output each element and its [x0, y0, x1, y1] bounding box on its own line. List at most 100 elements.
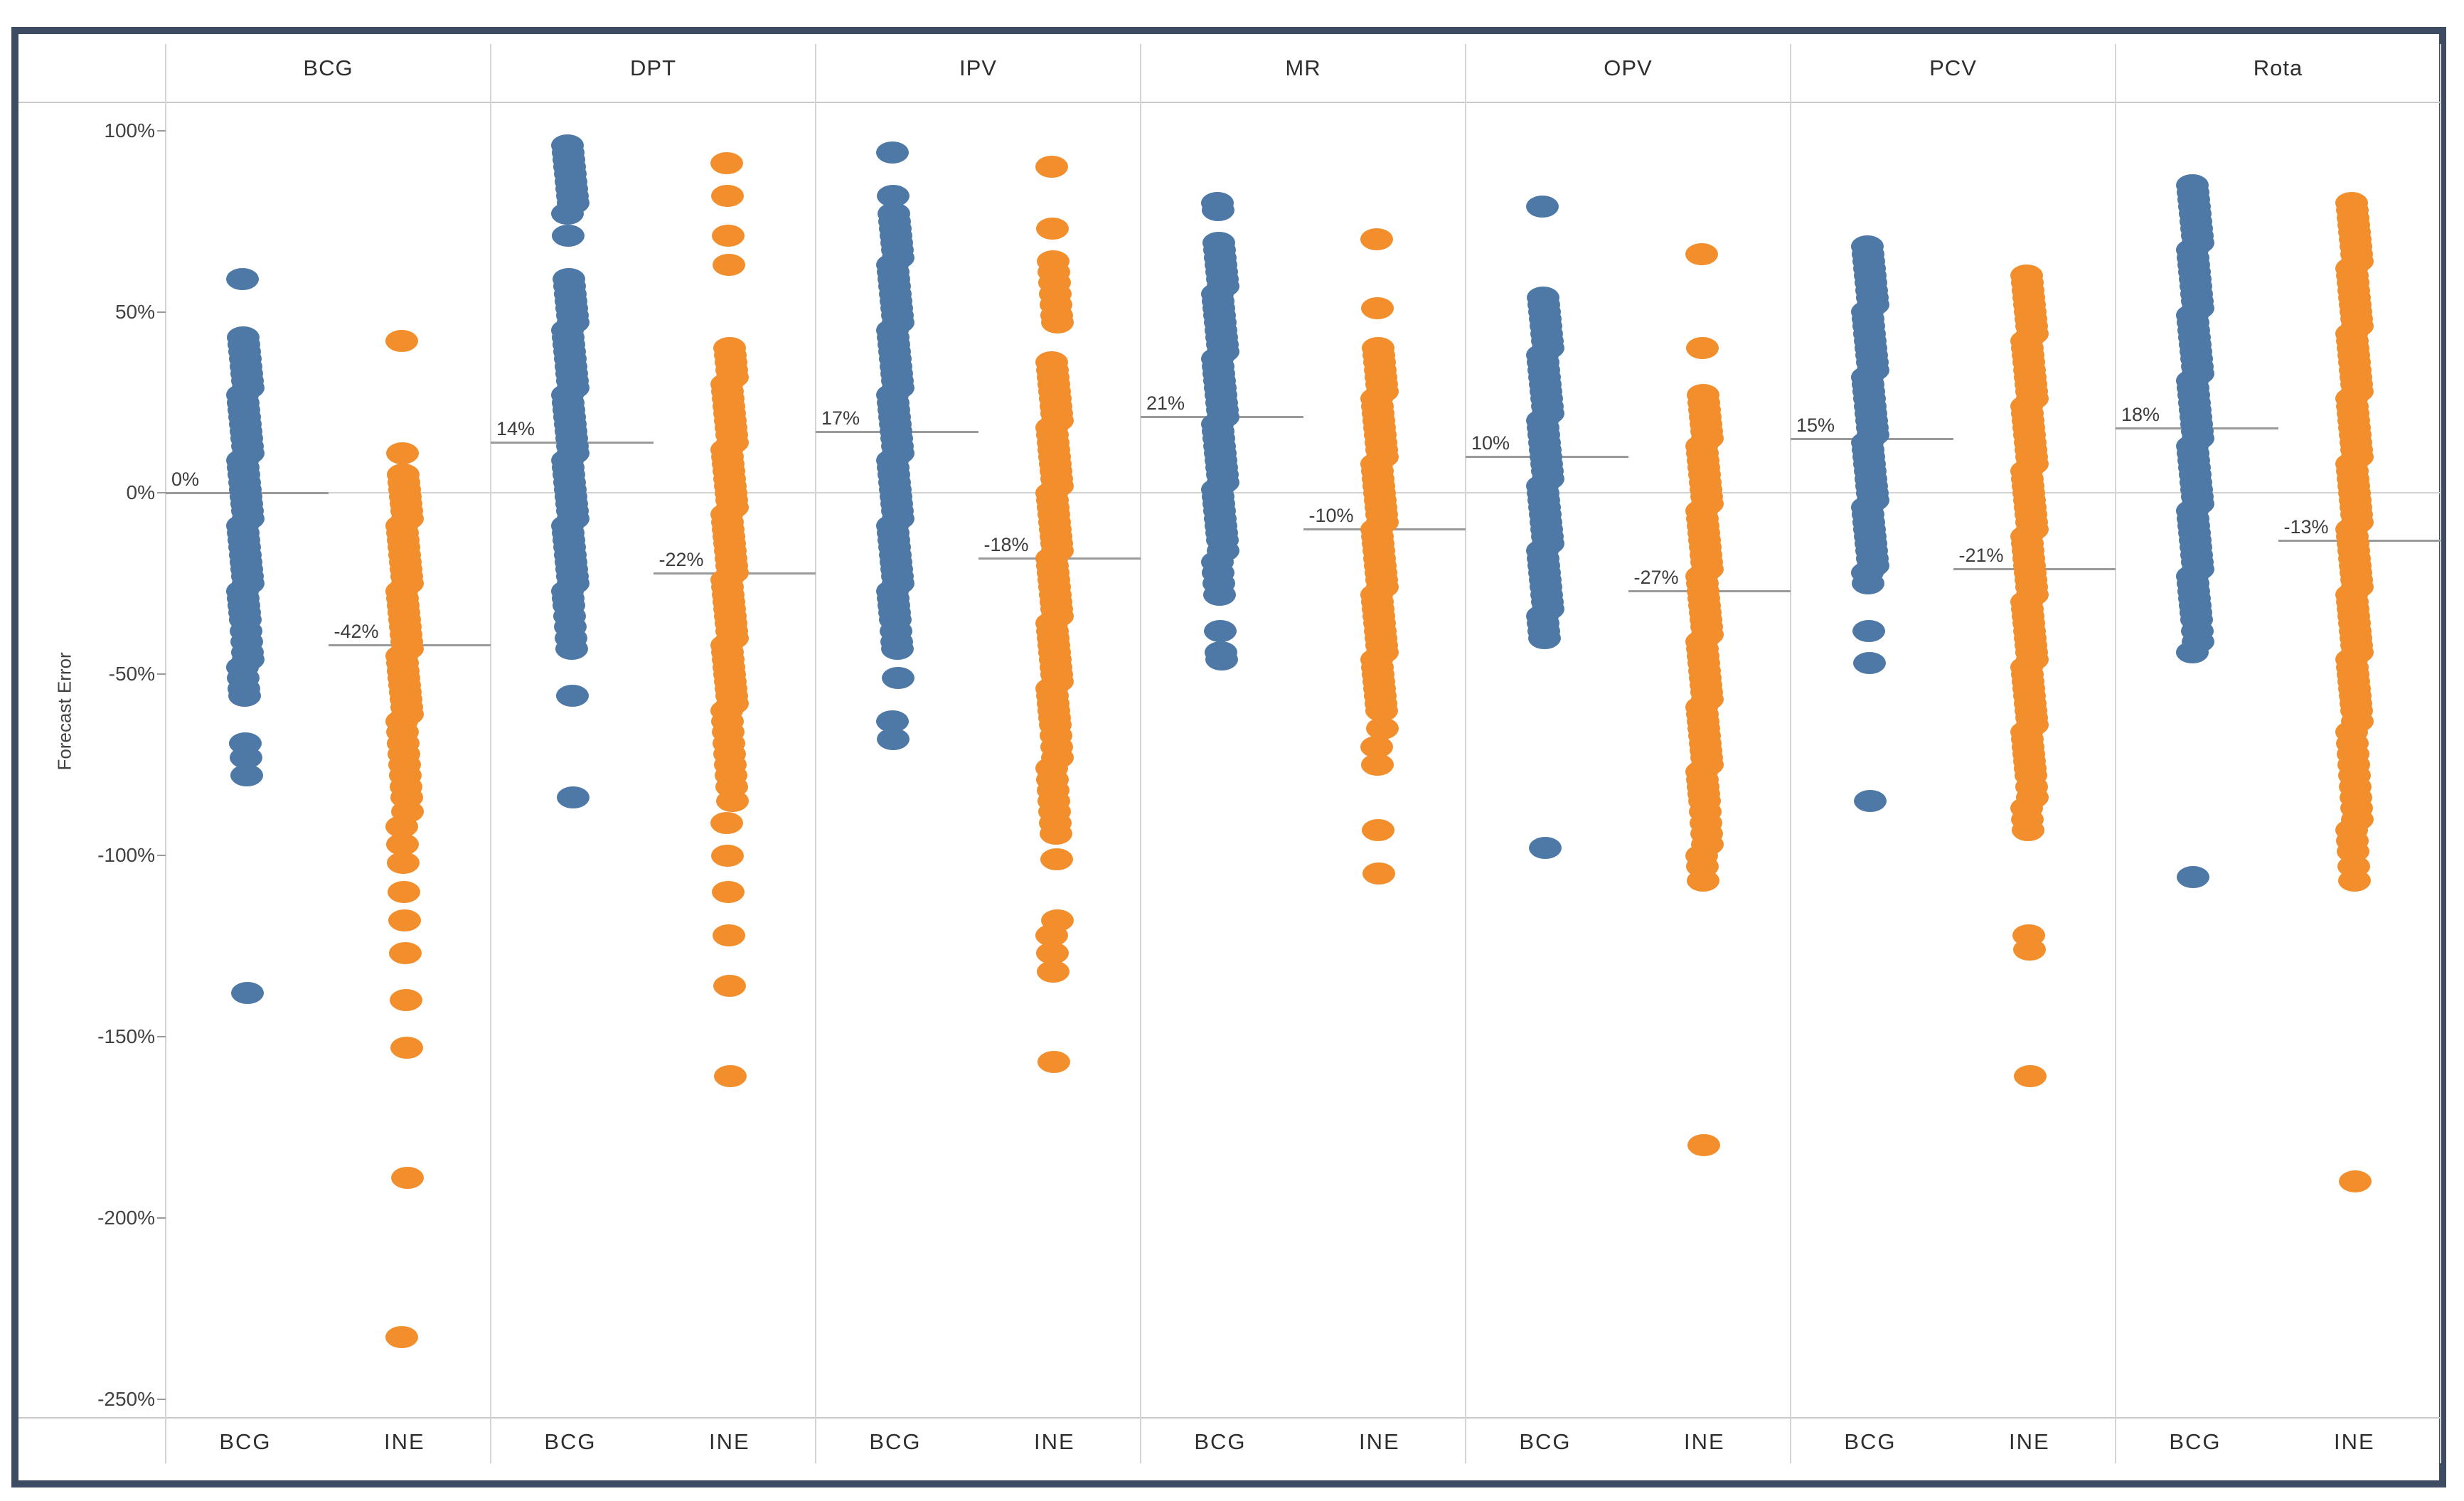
panel-separator: [490, 44, 491, 1463]
mean-reference-label: 15%: [1796, 414, 1835, 436]
data-point[interactable]: [1362, 862, 1395, 885]
data-point[interactable]: [1687, 1134, 1720, 1157]
x-axis-label-ine: INE: [1684, 1429, 1725, 1454]
data-point[interactable]: [385, 442, 419, 464]
data-point[interactable]: [710, 152, 743, 175]
data-point[interactable]: [712, 253, 745, 276]
data-point[interactable]: [1202, 583, 1236, 606]
data-point[interactable]: [2013, 1065, 2047, 1088]
data-point[interactable]: [1035, 217, 1069, 240]
data-point[interactable]: [880, 638, 914, 661]
data-point[interactable]: [875, 141, 909, 164]
data-point[interactable]: [550, 203, 584, 225]
data-point[interactable]: [1040, 848, 1073, 870]
panel-header-mr: MR: [1285, 55, 1321, 80]
data-point[interactable]: [1035, 156, 1068, 178]
panel-header-dpt: DPT: [630, 55, 676, 80]
data-point[interactable]: [388, 942, 422, 965]
data-point[interactable]: [713, 1065, 747, 1088]
data-point[interactable]: [230, 764, 263, 787]
data-point[interactable]: [228, 685, 261, 707]
data-point[interactable]: [1527, 626, 1561, 649]
data-point[interactable]: [2011, 818, 2044, 841]
data-point[interactable]: [1039, 822, 1072, 845]
data-point[interactable]: [1852, 619, 1885, 642]
data-point[interactable]: [556, 786, 590, 808]
data-point[interactable]: [1036, 960, 1070, 983]
panel-header-ipv: IPV: [959, 55, 997, 80]
y-tick-mark: [157, 673, 166, 675]
data-point[interactable]: [390, 1036, 423, 1059]
zero-gridline: [166, 492, 2441, 494]
x-axis-line: [18, 1417, 2441, 1419]
data-point[interactable]: [1037, 1051, 1070, 1074]
data-point[interactable]: [1201, 199, 1234, 222]
data-point[interactable]: [1360, 228, 1393, 251]
data-point[interactable]: [1685, 337, 1719, 360]
mean-reference-label: 21%: [1146, 392, 1185, 415]
data-point[interactable]: [2176, 866, 2209, 889]
data-point[interactable]: [711, 880, 745, 903]
y-tick-label: 100%: [104, 119, 155, 141]
mean-reference-label: -10%: [1308, 505, 1354, 527]
y-tick-label: 0%: [126, 481, 155, 504]
x-axis-label-bcg: BCG: [1844, 1429, 1897, 1454]
data-point[interactable]: [388, 909, 421, 932]
data-point[interactable]: [230, 982, 264, 1005]
y-tick-mark: [157, 1217, 166, 1219]
data-point[interactable]: [1361, 818, 1394, 841]
data-point[interactable]: [881, 666, 914, 689]
data-point[interactable]: [1852, 652, 1886, 675]
data-point[interactable]: [710, 844, 744, 867]
x-axis-label-ine: INE: [384, 1429, 425, 1454]
data-point[interactable]: [389, 989, 422, 1012]
data-point[interactable]: [390, 1167, 424, 1190]
data-point[interactable]: [1360, 297, 1394, 319]
data-point[interactable]: [1525, 196, 1559, 218]
data-point[interactable]: [551, 225, 585, 247]
y-tick-label: 50%: [114, 300, 155, 323]
data-point[interactable]: [712, 924, 745, 946]
x-axis-label-bcg: BCG: [544, 1429, 597, 1454]
mean-reference-label: -42%: [334, 621, 379, 643]
data-point[interactable]: [1360, 754, 1394, 776]
data-point[interactable]: [2338, 1170, 2372, 1193]
data-point[interactable]: [386, 851, 420, 874]
data-point[interactable]: [710, 811, 743, 834]
data-point[interactable]: [715, 790, 749, 813]
data-point[interactable]: [876, 728, 910, 751]
y-tick-mark: [157, 492, 166, 494]
data-point[interactable]: [385, 329, 418, 352]
x-axis-label-ine: INE: [2009, 1429, 2050, 1454]
data-point[interactable]: [1040, 311, 1074, 334]
data-point[interactable]: [385, 1326, 418, 1349]
data-point[interactable]: [1686, 870, 1719, 892]
panel-separator: [1790, 44, 1791, 1463]
data-point[interactable]: [1205, 648, 1238, 671]
data-point[interactable]: [1685, 242, 1718, 265]
data-point[interactable]: [1851, 572, 1884, 595]
x-axis-label-bcg: BCG: [1519, 1429, 1572, 1454]
data-point[interactable]: [1853, 790, 1887, 813]
data-point[interactable]: [2175, 641, 2209, 664]
data-point[interactable]: [710, 185, 744, 207]
mean-reference-label: 10%: [1471, 432, 1510, 454]
data-point[interactable]: [555, 685, 589, 707]
data-point[interactable]: [1528, 837, 1562, 860]
y-tick-mark: [157, 1398, 166, 1400]
data-point[interactable]: [555, 638, 588, 661]
mean-reference-label: -13%: [2283, 516, 2329, 538]
x-axis-label-ine: INE: [1034, 1429, 1075, 1454]
data-point[interactable]: [2337, 870, 2371, 892]
data-point[interactable]: [225, 268, 259, 291]
panel-separator: [165, 44, 166, 1463]
data-point[interactable]: [711, 225, 745, 247]
data-point[interactable]: [713, 975, 746, 998]
data-point[interactable]: [387, 880, 420, 903]
data-point[interactable]: [1203, 619, 1237, 642]
data-point[interactable]: [2012, 939, 2046, 961]
x-axis-label-bcg: BCG: [1194, 1429, 1247, 1454]
panel-header-rota: Rota: [2253, 55, 2303, 80]
x-axis-label-ine: INE: [709, 1429, 750, 1454]
